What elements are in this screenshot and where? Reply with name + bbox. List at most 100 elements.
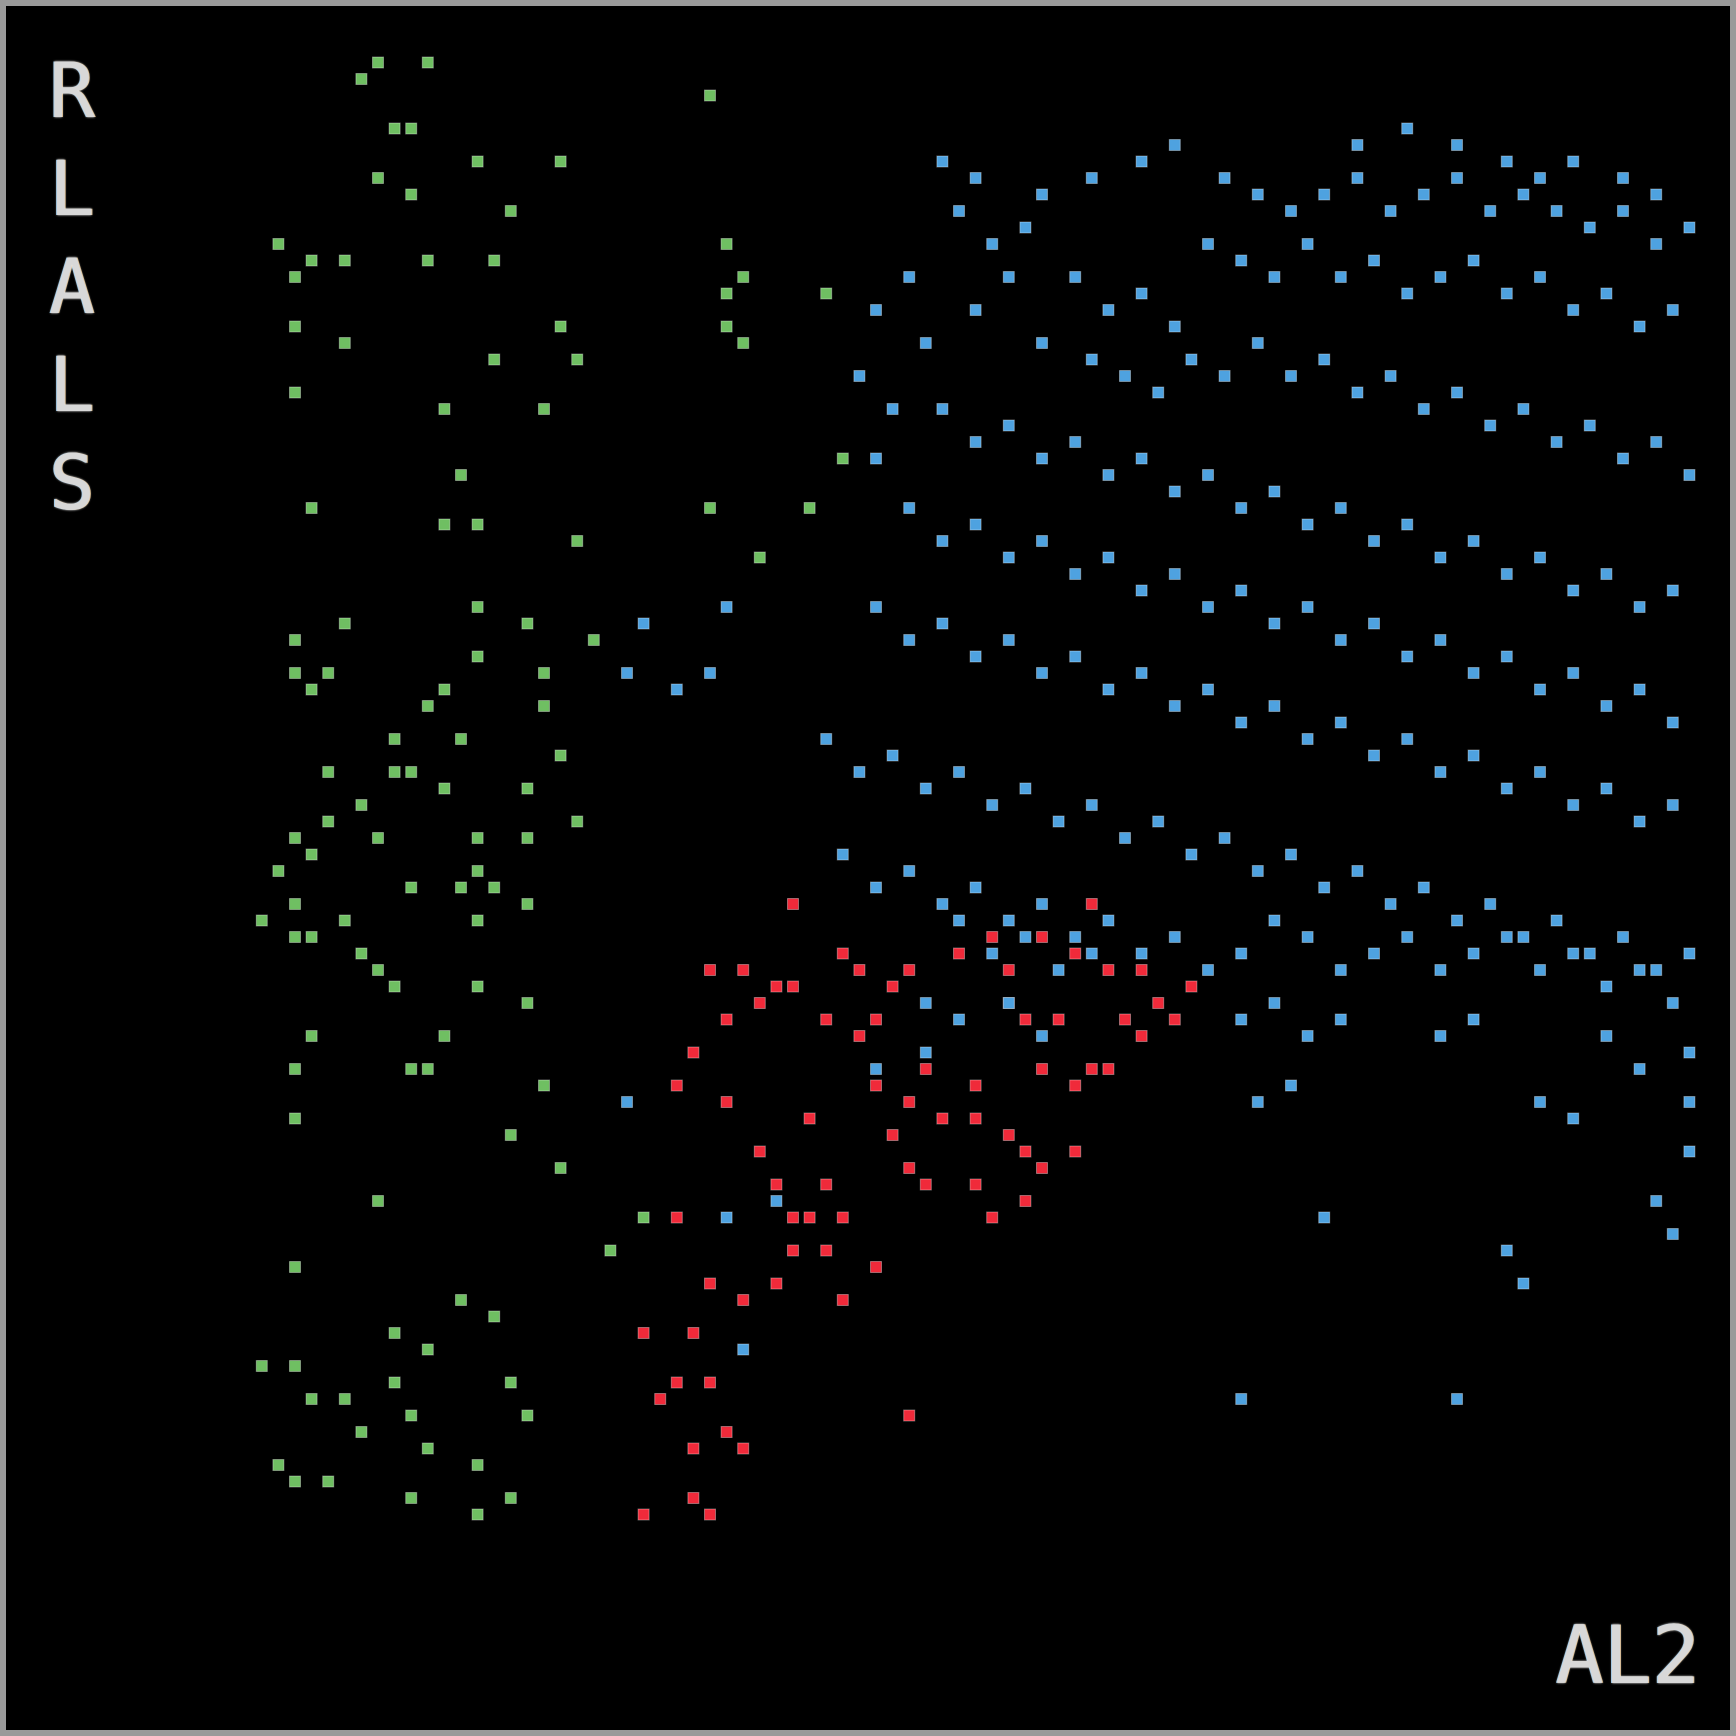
data-point (355, 1426, 368, 1438)
data-point (1036, 667, 1048, 679)
data-point (1484, 898, 1497, 910)
data-point (272, 1459, 285, 1471)
data-point (255, 914, 268, 927)
data-point (504, 1129, 517, 1141)
data-point (637, 1508, 650, 1521)
data-point (720, 238, 733, 250)
data-point (405, 1409, 418, 1422)
data-point (1617, 172, 1629, 184)
data-point (305, 1030, 318, 1042)
data-point (737, 1294, 750, 1306)
data-point (1168, 931, 1181, 943)
data-point (372, 964, 384, 976)
data-point (853, 370, 866, 382)
data-point (571, 815, 584, 828)
data-point (870, 452, 882, 465)
data-point (737, 964, 750, 976)
data-point (1451, 386, 1463, 399)
data-point (1168, 139, 1181, 151)
data-point (1683, 1145, 1696, 1158)
data-point (1251, 188, 1264, 201)
data-point (305, 683, 318, 696)
data-point (488, 353, 501, 366)
data-point (1517, 403, 1530, 415)
data-point (1002, 964, 1015, 976)
data-point (305, 502, 318, 514)
data-point (471, 980, 484, 993)
data-point (438, 1030, 451, 1042)
data-point (405, 122, 418, 135)
data-point (1384, 205, 1397, 217)
data-point (1019, 1195, 1032, 1207)
data-point (538, 403, 550, 415)
data-point (1168, 1013, 1181, 1026)
data-point (1019, 931, 1032, 943)
data-point (1251, 865, 1264, 877)
data-point (1600, 700, 1613, 712)
data-point (488, 1310, 501, 1323)
data-point (521, 898, 534, 910)
data-point (1401, 650, 1414, 663)
data-point (1102, 304, 1115, 316)
data-point (355, 947, 368, 960)
data-point (289, 1112, 301, 1125)
data-point (1683, 469, 1696, 481)
data-point (521, 997, 534, 1009)
data-point (1085, 353, 1098, 366)
data-point (338, 1393, 351, 1405)
data-point (1185, 848, 1198, 861)
data-point (787, 980, 799, 993)
data-point (1069, 1145, 1082, 1158)
data-point (1036, 452, 1048, 465)
data-point (1135, 1030, 1148, 1042)
data-point (886, 980, 899, 993)
data-point (936, 898, 949, 910)
data-point (1351, 386, 1364, 399)
data-point (903, 964, 916, 976)
data-point (1534, 551, 1546, 564)
data-point (1135, 287, 1148, 300)
data-point (1351, 172, 1364, 184)
data-point (1202, 469, 1214, 481)
data-point (1152, 997, 1165, 1009)
data-point (571, 535, 584, 547)
data-point (787, 1244, 799, 1257)
data-point (720, 1096, 733, 1108)
data-point (936, 403, 949, 415)
data-point (1451, 172, 1463, 184)
data-point (1334, 271, 1347, 283)
data-point (471, 865, 484, 877)
data-point (753, 1145, 766, 1158)
data-point (704, 1508, 716, 1521)
data-point (1633, 320, 1646, 333)
data-point (1534, 766, 1546, 778)
data-point (953, 766, 965, 778)
data-point (289, 1261, 301, 1273)
data-point (322, 667, 335, 679)
data-point (1683, 1046, 1696, 1059)
data-point (704, 502, 716, 514)
data-point (1517, 931, 1530, 943)
data-point (836, 452, 849, 465)
data-point (421, 56, 434, 69)
data-point (720, 320, 733, 333)
data-point (471, 1508, 484, 1521)
data-point (1401, 733, 1414, 745)
data-point (919, 1046, 932, 1059)
data-point (820, 733, 833, 745)
data-point (1534, 964, 1546, 976)
data-point (1002, 551, 1015, 564)
data-point (1102, 469, 1115, 481)
data-point (1069, 271, 1082, 283)
data-point (1069, 436, 1082, 448)
data-point (1650, 238, 1663, 250)
data-point (1633, 1063, 1646, 1075)
data-point (1417, 403, 1430, 415)
data-point (521, 1409, 534, 1422)
data-point (421, 1343, 434, 1356)
data-point (1069, 947, 1082, 960)
data-point (1285, 370, 1297, 382)
data-point (1583, 947, 1596, 960)
data-point (936, 535, 949, 547)
